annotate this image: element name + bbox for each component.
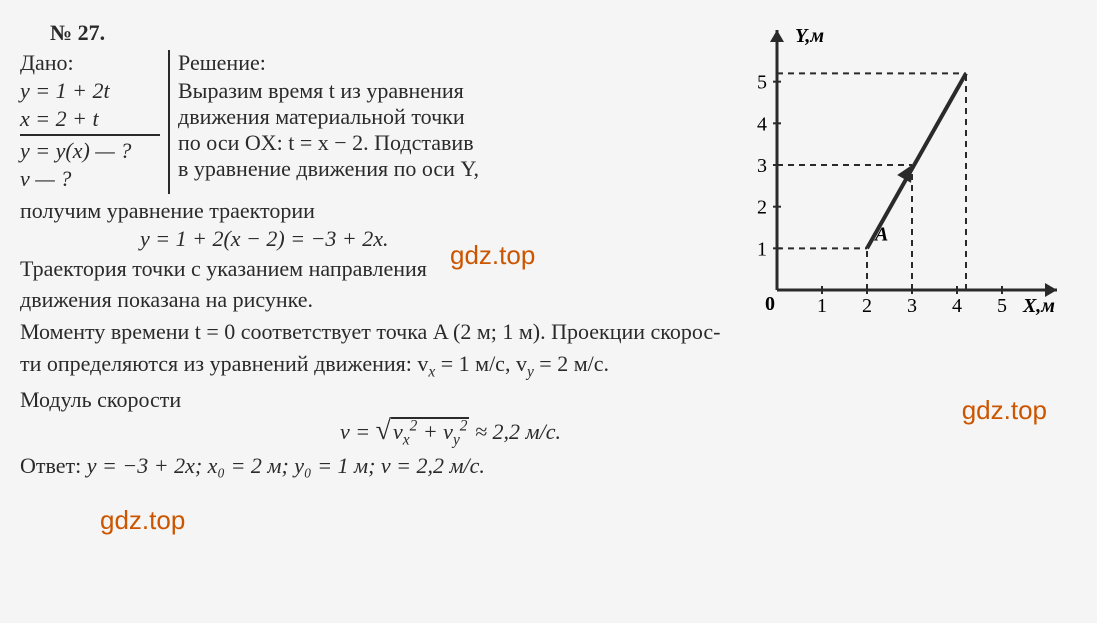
body3b: ти определяются из уравнений движения: v… (20, 349, 1077, 383)
watermark-2: gdz.top (962, 395, 1047, 426)
watermark-1: gdz.top (450, 240, 535, 271)
svg-text:5: 5 (997, 295, 1007, 317)
given-label: Дано: (20, 50, 160, 76)
speed-eq: v = √vx2 + vy2 ≈ 2,2 м/с. (20, 415, 1077, 449)
find2: v — ? (20, 166, 160, 192)
svg-text:1: 1 (817, 295, 827, 317)
svg-text:2: 2 (862, 295, 872, 317)
svg-text:3: 3 (907, 295, 917, 317)
svg-text:Y,м: Y,м (795, 25, 824, 47)
svg-text:X,м: X,м (1022, 295, 1055, 317)
svg-text:1: 1 (757, 238, 767, 260)
svg-text:3: 3 (757, 155, 767, 177)
given-divider (20, 134, 160, 136)
svg-text:A: A (873, 223, 888, 245)
modulus-label: Модуль скорости (20, 385, 1077, 415)
given-block: Дано: y = 1 + 2t x = 2 + t y = y(x) — ? … (20, 50, 170, 194)
answer: Ответ: y = −3 + 2x; x₀ = 2 м; y₀ = 1 м; … (20, 451, 1077, 481)
svg-text:4: 4 (952, 295, 962, 317)
svg-text:2: 2 (757, 197, 767, 219)
find1: y = y(x) — ? (20, 138, 160, 164)
trajectory-graph: 1 2 3 4 5 1 2 3 4 5 0 Y,м X,м A (737, 20, 1067, 320)
given-eq1: y = 1 + 2t (20, 78, 160, 104)
svg-text:0: 0 (765, 293, 775, 315)
svg-text:4: 4 (757, 113, 767, 135)
svg-text:5: 5 (757, 72, 767, 94)
watermark-3: gdz.top (100, 505, 185, 536)
given-eq2: x = 2 + t (20, 106, 160, 132)
body3a: Моменту времени t = 0 соответствует точк… (20, 317, 1077, 347)
